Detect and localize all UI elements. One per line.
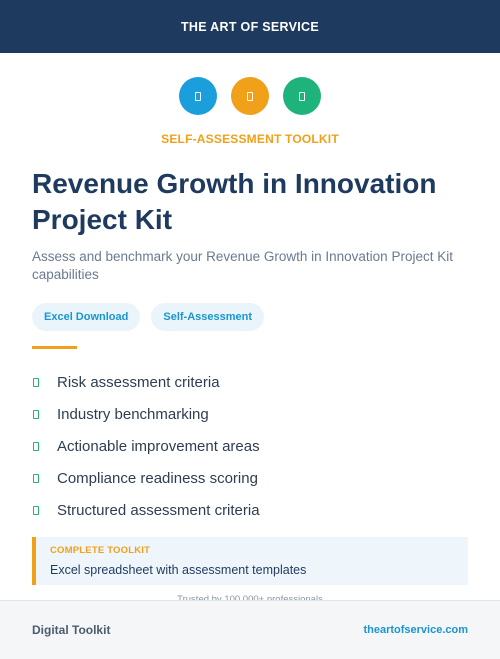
top-banner: THE ART OF SERVICE [0, 0, 500, 53]
check-icon [33, 505, 39, 515]
toolkit-kicker: SELF-ASSESSMENT TOOLKIT [161, 132, 339, 146]
tag-self-assessment: Self-Assessment [151, 303, 265, 331]
tag-excel-download: Excel Download [32, 303, 141, 331]
toolkit-callout: COMPLETE TOOLKIT Excel spreadsheet with … [32, 537, 468, 585]
green-badge-icon [283, 77, 321, 115]
brand-name: THE ART OF SERVICE [180, 19, 320, 34]
feature-item: Industry benchmarking [32, 398, 500, 430]
feature-label: Structured assessment criteria [57, 501, 260, 519]
feature-item: Compliance readiness scoring [32, 462, 500, 494]
blue-badge-icon [179, 77, 217, 115]
website-link[interactable]: theartofservice.com [363, 624, 468, 636]
check-icon [33, 377, 39, 387]
feature-label: Compliance readiness scoring [57, 469, 258, 487]
trust-note: Trusted by 100,000+ professionals [0, 594, 500, 605]
check-icon [33, 441, 39, 451]
feature-item: Structured assessment criteria [32, 494, 500, 526]
tag-list: Excel Download Self-Assessment [32, 303, 500, 331]
feature-label: Risk assessment criteria [57, 373, 220, 391]
page-subtitle: Assess and benchmark your Revenue Growth… [32, 249, 453, 282]
footer: Digital Toolkit theartofservice.com [0, 600, 500, 659]
feature-label: Industry benchmarking [57, 405, 209, 423]
feature-item: Actionable improvement areas [32, 430, 500, 462]
feature-item: Risk assessment criteria [32, 366, 500, 398]
callout-kicker: COMPLETE TOOLKIT [50, 545, 151, 556]
check-icon [33, 473, 39, 483]
page-title: Revenue Growth in Innovation Project Kit [32, 168, 437, 235]
icon-row [0, 77, 500, 115]
feature-list: Risk assessment criteria Industry benchm… [32, 366, 500, 526]
orange-badge-icon [231, 77, 269, 115]
accent-divider [32, 346, 77, 349]
footer-label: Digital Toolkit [32, 623, 111, 637]
feature-label: Actionable improvement areas [57, 437, 260, 455]
check-icon [33, 409, 39, 419]
callout-text: Excel spreadsheet with assessment templa… [50, 563, 307, 577]
